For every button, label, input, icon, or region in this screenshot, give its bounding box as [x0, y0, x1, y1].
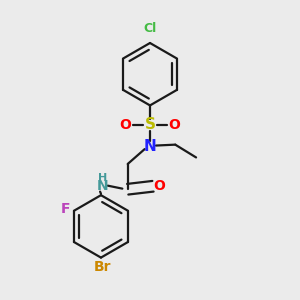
Text: O: O — [154, 179, 165, 193]
Text: O: O — [169, 118, 181, 132]
Text: H: H — [98, 173, 107, 183]
Text: Br: Br — [94, 260, 111, 274]
Text: N: N — [97, 179, 108, 193]
Text: S: S — [145, 117, 155, 132]
Text: N: N — [144, 139, 156, 154]
Text: F: F — [60, 202, 70, 216]
Text: O: O — [119, 118, 131, 132]
Text: Cl: Cl — [143, 22, 157, 35]
